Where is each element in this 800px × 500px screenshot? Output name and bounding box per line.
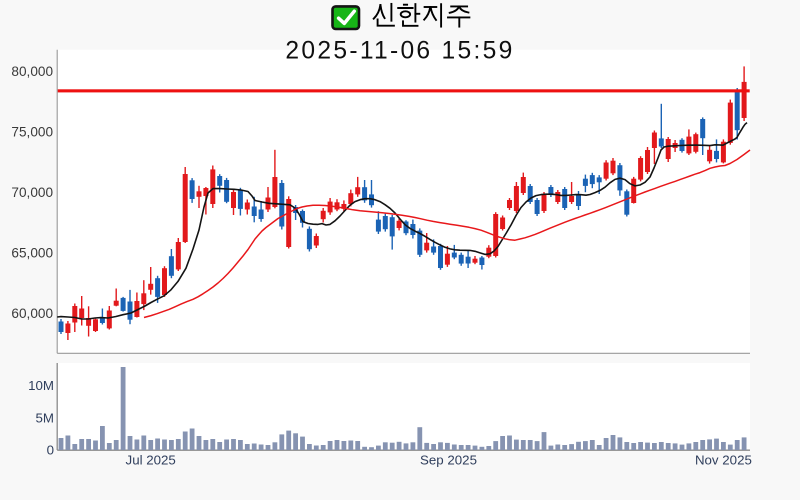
svg-text:70,000: 70,000 bbox=[11, 185, 53, 200]
svg-text:2025-11-06 15:59: 2025-11-06 15:59 bbox=[285, 38, 514, 65]
svg-text:Nov 2025: Nov 2025 bbox=[695, 453, 752, 468]
svg-text:80,000: 80,000 bbox=[11, 64, 53, 79]
svg-text:10M: 10M bbox=[28, 378, 54, 393]
svg-text:60,000: 60,000 bbox=[11, 306, 53, 321]
svg-text:5M: 5M bbox=[36, 410, 54, 425]
svg-text:Sep 2025: Sep 2025 bbox=[420, 453, 477, 468]
svg-text:75,000: 75,000 bbox=[11, 124, 53, 139]
svg-text:65,000: 65,000 bbox=[11, 245, 53, 260]
svg-text:0: 0 bbox=[47, 442, 54, 457]
svg-text:Jul 2025: Jul 2025 bbox=[126, 453, 176, 468]
